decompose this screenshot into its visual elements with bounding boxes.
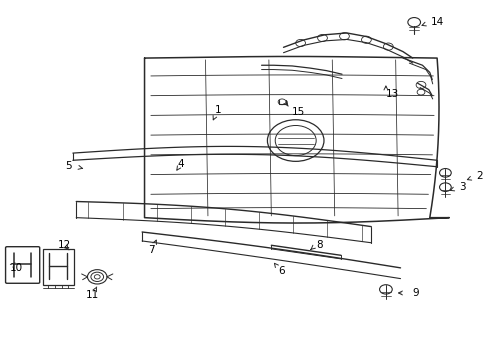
- Text: 8: 8: [316, 239, 323, 249]
- Text: 10: 10: [9, 263, 22, 273]
- Text: 5: 5: [64, 161, 71, 171]
- Text: 11: 11: [85, 291, 99, 301]
- Circle shape: [407, 18, 420, 27]
- Text: 7: 7: [148, 245, 155, 255]
- Text: 2: 2: [475, 171, 482, 181]
- Circle shape: [439, 183, 450, 192]
- Text: 4: 4: [178, 159, 184, 169]
- Circle shape: [87, 270, 107, 284]
- Text: 3: 3: [458, 182, 465, 192]
- Text: 15: 15: [292, 107, 305, 117]
- Text: 1: 1: [214, 105, 221, 115]
- Text: 14: 14: [430, 17, 443, 27]
- Text: 9: 9: [412, 288, 419, 298]
- Circle shape: [267, 120, 324, 161]
- Circle shape: [439, 168, 450, 177]
- Circle shape: [379, 285, 391, 294]
- Bar: [42, 249, 74, 285]
- Text: 13: 13: [385, 89, 398, 99]
- Text: 6: 6: [277, 266, 284, 276]
- Text: 12: 12: [58, 239, 71, 249]
